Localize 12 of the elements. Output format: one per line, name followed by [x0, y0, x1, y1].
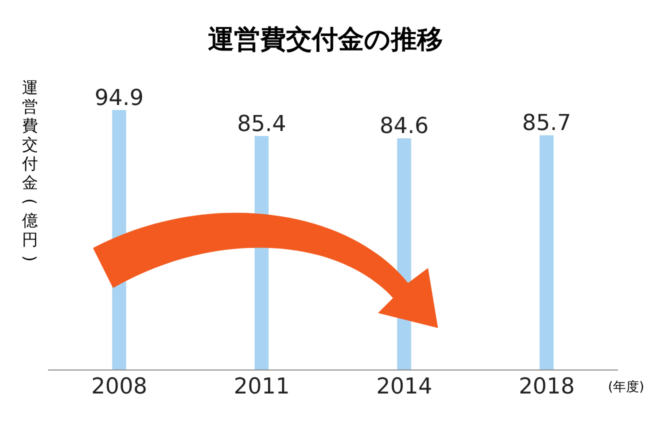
data-label: 85.7 — [522, 111, 572, 136]
chart-title: 運営費交付金の推移 — [208, 24, 443, 57]
x-tick-label: 2014 — [376, 374, 432, 400]
text: 運営費交付金(億円) — [20, 78, 40, 262]
x-tick-label: 2011 — [234, 374, 290, 400]
x-tick-label: 2018 — [518, 374, 575, 400]
data-label: 85.4 — [237, 112, 286, 138]
x-axis-title: (年度) — [608, 379, 644, 396]
x-tick-label: 2008 — [91, 374, 148, 400]
bar — [540, 135, 554, 370]
data-label: 94.9 — [94, 86, 144, 111]
data-label: 84.6 — [380, 114, 429, 140]
